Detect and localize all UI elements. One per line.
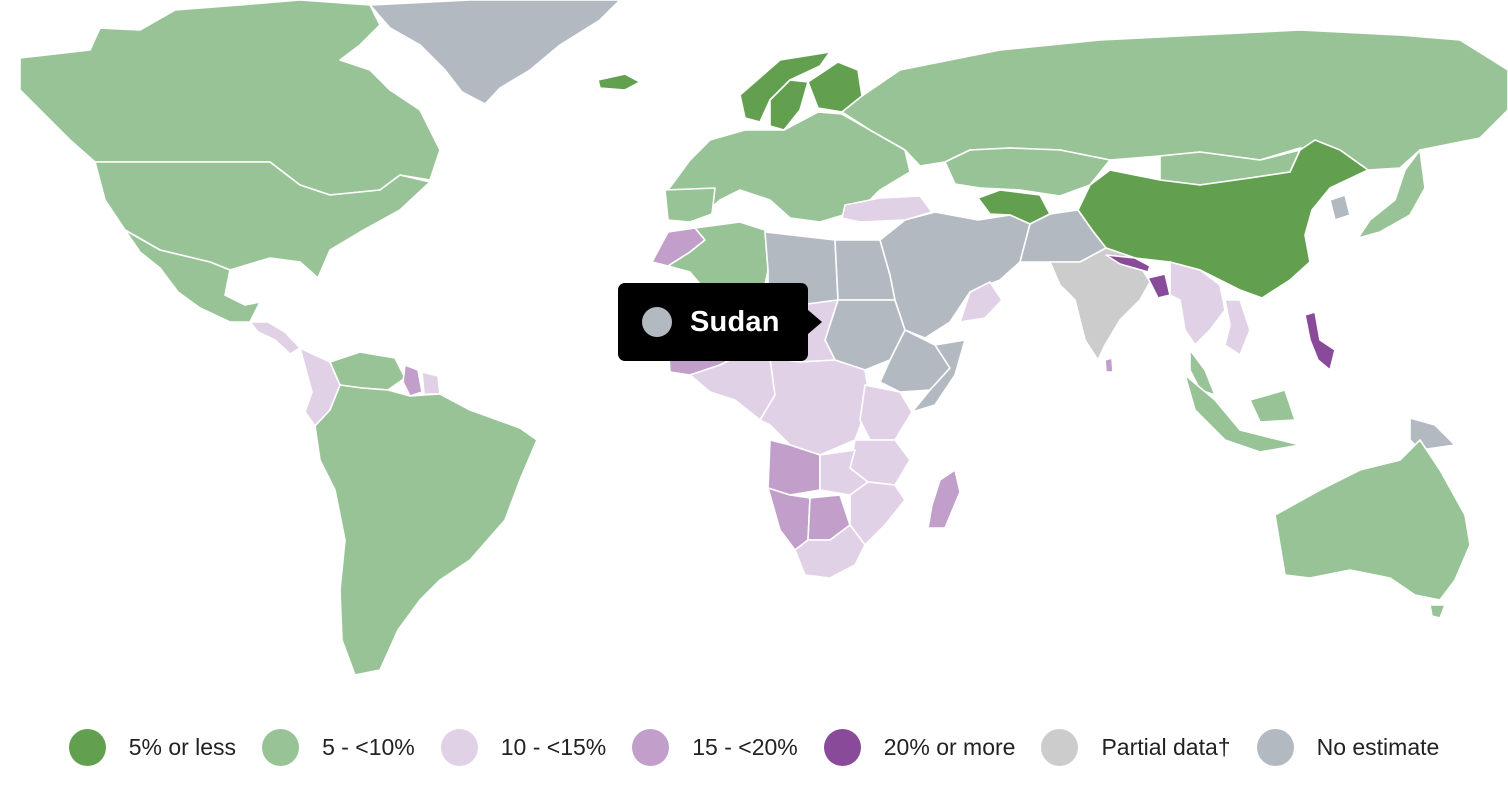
- legend-swatch: [1256, 728, 1294, 766]
- country-sri-lanka[interactable]: [1104, 357, 1114, 373]
- legend-item-10-to-15[interactable]: 10 - <15%: [440, 728, 607, 766]
- country-kazakhstan[interactable]: [944, 147, 1111, 197]
- country-south-africa[interactable]: [794, 524, 866, 579]
- legend-label: 15 - <20%: [692, 733, 798, 760]
- legend-item-20-or-more[interactable]: 20% or more: [823, 728, 1016, 766]
- legend-item-5-to-10[interactable]: 5 - <10%: [262, 728, 415, 766]
- country-tooltip: Sudan: [618, 283, 822, 361]
- country-nepal[interactable]: [1105, 254, 1151, 273]
- legend-swatch: [262, 728, 300, 766]
- map-legend: 5% or less 5 - <10% 10 - <15% 15 - <20% …: [0, 724, 1508, 770]
- legend-item-no-estimate[interactable]: No estimate: [1256, 728, 1440, 766]
- legend-item-15-to-20[interactable]: 15 - <20%: [632, 728, 798, 766]
- legend-swatch: [1041, 728, 1079, 766]
- legend-label: 20% or more: [883, 733, 1016, 760]
- country-tasmania[interactable]: [1429, 604, 1446, 619]
- country-japan[interactable]: [1357, 149, 1426, 239]
- country-greenland[interactable]: [369, 0, 621, 105]
- country-oman[interactable]: [959, 281, 1003, 323]
- country-korea[interactable]: [1329, 194, 1351, 221]
- country-central-america[interactable]: [249, 321, 301, 355]
- tooltip-country-name: Sudan: [690, 305, 780, 338]
- legend-label: Partial data†: [1101, 733, 1231, 760]
- legend-label: 10 - <15%: [500, 733, 607, 760]
- country-kenya[interactable]: [859, 384, 913, 441]
- legend-swatch: [68, 728, 106, 766]
- country-indonesia[interactable]: [1184, 374, 1301, 453]
- legend-label: No estimate: [1316, 733, 1440, 760]
- country-australia[interactable]: [1274, 439, 1471, 601]
- country-suriname[interactable]: [421, 371, 441, 395]
- country-russia[interactable]: [841, 29, 1508, 171]
- legend-label: 5 - <10%: [322, 733, 415, 760]
- country-spain[interactable]: [664, 187, 716, 223]
- country-vietnam[interactable]: [1224, 299, 1251, 356]
- country-guyana[interactable]: [402, 364, 423, 397]
- country-middle-east[interactable]: [879, 211, 1031, 339]
- country-namibia[interactable]: [767, 487, 811, 551]
- country-malaysia[interactable]: [1189, 349, 1216, 396]
- country-venezuela[interactable]: [329, 351, 406, 391]
- country-europe[interactable]: [667, 111, 911, 223]
- legend-label: 5% or less: [128, 733, 237, 760]
- country-india[interactable]: [1049, 247, 1151, 361]
- country-south-america[interactable]: [314, 384, 538, 676]
- country-sweden[interactable]: [769, 79, 809, 131]
- legend-swatch: [823, 728, 861, 766]
- legend-swatch: [440, 728, 478, 766]
- country-southeast-asia[interactable]: [1169, 261, 1226, 346]
- country-mexico[interactable]: [124, 229, 261, 323]
- country-iceland[interactable]: [597, 73, 641, 91]
- country-philippines[interactable]: [1304, 311, 1336, 371]
- tooltip-category-dot: [642, 307, 672, 337]
- legend-item-5-or-less[interactable]: 5% or less: [68, 728, 237, 766]
- country-central-africa[interactable]: [759, 357, 871, 456]
- country-somalia[interactable]: [911, 339, 966, 413]
- legend-swatch: [632, 728, 670, 766]
- country-madagascar[interactable]: [927, 469, 961, 529]
- country-bangladesh[interactable]: [1147, 273, 1171, 299]
- legend-item-partial-data[interactable]: Partial data†: [1041, 728, 1231, 766]
